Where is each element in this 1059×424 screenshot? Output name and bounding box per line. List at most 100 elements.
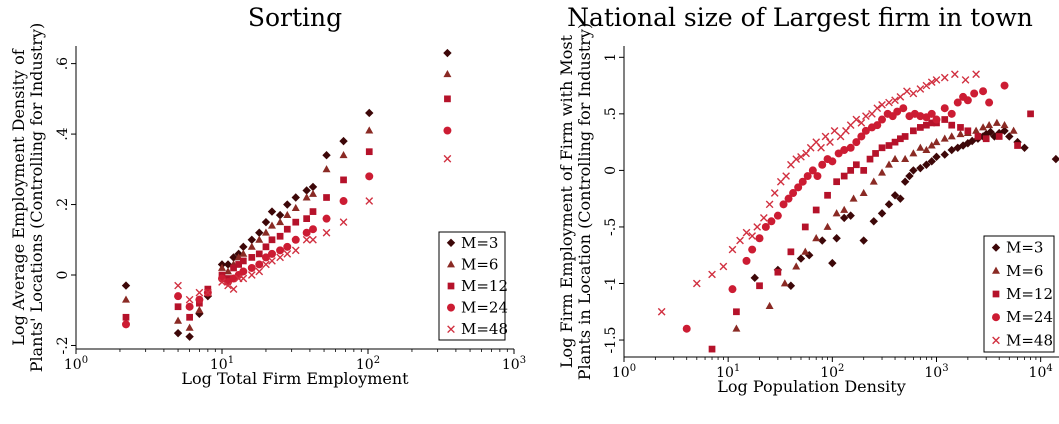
data-point bbox=[322, 165, 331, 173]
data-point bbox=[122, 295, 130, 303]
data-point bbox=[753, 223, 762, 231]
data-point bbox=[302, 186, 311, 195]
data-point bbox=[261, 253, 270, 262]
data-point bbox=[122, 320, 130, 329]
data-point bbox=[972, 70, 980, 79]
data-point bbox=[750, 273, 759, 283]
data-point bbox=[185, 302, 194, 311]
data-point bbox=[985, 98, 994, 107]
data-point bbox=[276, 253, 284, 262]
data-point bbox=[893, 107, 902, 116]
data-point bbox=[840, 146, 849, 155]
y-axis-label: Plants' Locations (Controlling for Indus… bbox=[27, 23, 46, 373]
legend-marker bbox=[447, 260, 455, 268]
data-point bbox=[873, 104, 882, 113]
data-point bbox=[268, 257, 276, 265]
data-point bbox=[950, 70, 959, 79]
data-point bbox=[340, 176, 347, 184]
data-point bbox=[910, 127, 917, 135]
x-tick-label: 100 bbox=[64, 355, 88, 373]
data-point bbox=[770, 189, 779, 197]
data-point bbox=[860, 167, 868, 174]
legend-label: M=12 bbox=[461, 277, 508, 295]
data-point bbox=[339, 218, 348, 227]
data-point bbox=[728, 245, 737, 254]
data-point bbox=[896, 93, 905, 101]
data-point bbox=[974, 133, 982, 140]
x-axis-label: Log Population Density bbox=[717, 377, 906, 396]
legend-label: M=6 bbox=[1006, 262, 1043, 280]
data-point bbox=[862, 112, 870, 120]
data-point bbox=[773, 211, 782, 220]
data-point bbox=[967, 136, 977, 146]
data-point bbox=[940, 134, 949, 142]
data-point bbox=[365, 126, 374, 134]
data-point bbox=[765, 301, 774, 310]
legend-label: M=3 bbox=[461, 234, 498, 252]
data-point bbox=[365, 197, 374, 205]
data-point bbox=[255, 228, 264, 237]
y-tick-label: 1 bbox=[603, 53, 619, 62]
data-point bbox=[801, 223, 809, 231]
y-tick-label: .6 bbox=[55, 57, 71, 70]
legend-marker bbox=[992, 313, 1000, 322]
data-point bbox=[947, 145, 956, 155]
legend-marker bbox=[991, 243, 1001, 252]
data-point bbox=[302, 235, 311, 244]
series-M=12 bbox=[708, 110, 1034, 353]
legend-marker bbox=[992, 336, 1000, 345]
data-point bbox=[953, 143, 962, 152]
data-point bbox=[885, 142, 893, 149]
data-point bbox=[230, 264, 237, 272]
data-point bbox=[229, 285, 238, 293]
data-point bbox=[979, 87, 988, 96]
data-point bbox=[813, 172, 822, 181]
data-point bbox=[262, 260, 270, 269]
chart-1: Sorting -.2 0 .2 .4 .6 100 101 102 103 Log Total F… bbox=[9, 3, 526, 388]
data-point bbox=[821, 132, 830, 141]
series-M=3 bbox=[121, 48, 452, 341]
data-point bbox=[224, 281, 232, 290]
data-point bbox=[283, 210, 292, 219]
data-point bbox=[972, 126, 981, 134]
data-point bbox=[884, 200, 894, 209]
data-point bbox=[302, 193, 311, 201]
data-point bbox=[961, 76, 970, 84]
x-tick-label: 104 bbox=[1029, 363, 1053, 381]
data-point bbox=[916, 163, 925, 173]
data-point bbox=[909, 166, 918, 175]
data-point bbox=[268, 249, 276, 258]
data-point bbox=[947, 109, 956, 118]
data-point bbox=[708, 270, 716, 279]
data-point bbox=[847, 167, 855, 174]
data-point bbox=[812, 206, 820, 214]
data-point bbox=[901, 133, 909, 140]
legend-label: M=3 bbox=[1006, 239, 1043, 257]
data-point bbox=[247, 242, 256, 250]
legend-marker bbox=[447, 303, 455, 312]
data-point bbox=[992, 118, 1001, 126]
data-point bbox=[1000, 126, 1009, 136]
data-point bbox=[1000, 81, 1009, 90]
data-point bbox=[812, 234, 821, 242]
data-point bbox=[748, 232, 757, 240]
data-point bbox=[957, 124, 964, 131]
data-point bbox=[859, 236, 868, 245]
data-point bbox=[817, 143, 825, 152]
y-axis-label: Log Average Employment Density of bbox=[9, 48, 28, 345]
data-point bbox=[901, 154, 910, 163]
data-point bbox=[309, 208, 317, 215]
data-point bbox=[985, 120, 994, 129]
data-point bbox=[869, 177, 878, 185]
y-tick-label: 0 bbox=[603, 166, 619, 175]
y-tick-label: .2 bbox=[55, 198, 71, 211]
data-point bbox=[173, 328, 183, 338]
data-point bbox=[891, 96, 899, 105]
data-point bbox=[218, 278, 226, 286]
data-point bbox=[309, 189, 317, 197]
data-point bbox=[818, 160, 827, 169]
data-point bbox=[255, 235, 264, 243]
data-point bbox=[866, 155, 874, 163]
data-point bbox=[1027, 110, 1034, 118]
data-point bbox=[787, 248, 795, 256]
